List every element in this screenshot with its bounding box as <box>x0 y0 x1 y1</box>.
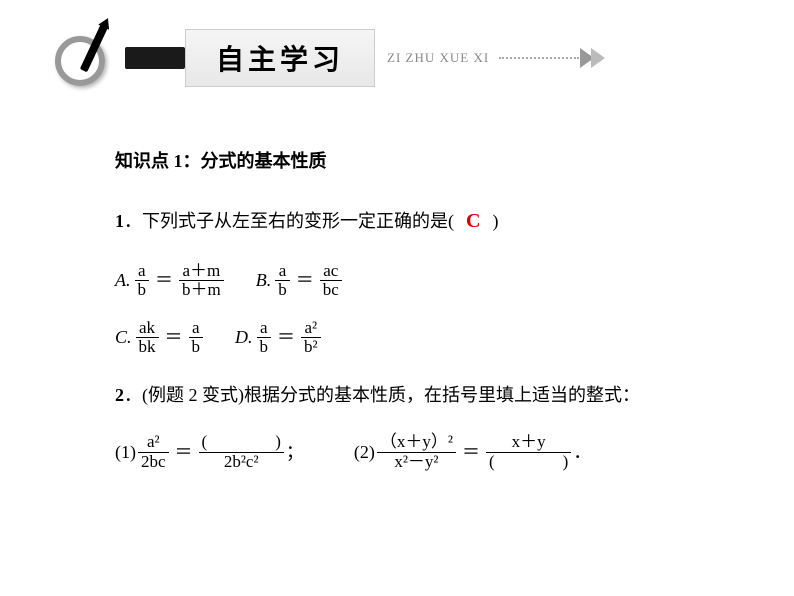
option-b: B. ab ＝ acbc <box>256 259 344 302</box>
opt-c-f1-den: bk <box>136 338 159 357</box>
q2-p1-f1-num: a² <box>138 433 169 453</box>
q1-options-row1: A. ab ＝ a＋mb＋m B. ab ＝ acbc <box>115 259 734 302</box>
q1-close-paren: ) <box>492 200 498 243</box>
q2-p2-tail: ． <box>573 431 591 474</box>
q2-p2-f1-den: x²－y² <box>377 453 456 472</box>
q2-p2-f2-num: x＋y <box>486 433 571 453</box>
option-d-label: D. <box>235 316 253 359</box>
option-a-label: A. <box>115 259 131 302</box>
q1-options-row2: C. akbk ＝ ab D. ab ＝ a²b² <box>115 316 734 359</box>
question-2: 2 ．(例题 2 变式)根据分式的基本性质，在括号里填上适当的整式： <box>115 374 734 417</box>
q2-p2-label: (2) <box>354 431 375 474</box>
opt-a-f1-den: b <box>135 281 150 300</box>
option-b-label: B. <box>256 259 272 302</box>
opt-a-f2-den: b＋m <box>179 281 224 300</box>
q2-parts: (1) a²2bc ＝ ( )2b²c² ； (2) （x＋y）²x²－y² ＝… <box>115 431 734 474</box>
opt-c-f2-num: a <box>189 319 204 339</box>
opt-b-f2-num: ac <box>320 262 342 282</box>
title-bar: 自主学习 ZI ZHU XUE XI <box>125 29 605 87</box>
option-c: C. akbk ＝ ab <box>115 316 205 359</box>
q2-p1-tail: ； <box>286 431 304 474</box>
opt-d-f2-num: a² <box>301 319 321 339</box>
q1-answer: C <box>466 197 480 245</box>
knowledge-point-title: 知识点 1：分式的基本性质 <box>115 140 734 183</box>
opt-b-f1-den: b <box>275 281 290 300</box>
opt-b-f2-den: bc <box>320 281 342 300</box>
opt-d-f2-den: b² <box>301 338 321 357</box>
content-area: 知识点 1：分式的基本性质 1 ．下列式子从左至右的变形一定正确的是( C ) … <box>115 140 734 474</box>
q2-p1-f1-den: 2bc <box>138 453 169 472</box>
opt-c-f1-num: ak <box>136 319 159 339</box>
q2-part2: (2) （x＋y）²x²－y² ＝ x＋y( ) ． <box>354 431 591 474</box>
q2-p1-f2-den: 2b²c² <box>199 453 284 472</box>
opt-c-f2-den: b <box>189 338 204 357</box>
q2-part1: (1) a²2bc ＝ ( )2b²c² ； <box>115 431 304 474</box>
section-header-pinyin: ZI ZHU XUE XI <box>387 50 489 66</box>
q2-number: 2 <box>115 374 124 417</box>
option-d: D. ab ＝ a²b² <box>235 316 323 359</box>
q1-number: 1 <box>115 200 124 243</box>
opt-b-f1-num: a <box>275 262 290 282</box>
option-a: A. ab ＝ a＋mb＋m <box>115 259 226 302</box>
section-header-title: 自主学习 <box>185 29 375 87</box>
option-c-label: C. <box>115 316 132 359</box>
q2-text: ．(例题 2 变式)根据分式的基本性质，在括号里填上适当的整式： <box>124 374 640 417</box>
header-banner: 自主学习 ZI ZHU XUE XI <box>55 28 605 88</box>
pencil-circle-icon <box>55 28 115 88</box>
arrow-decoration <box>499 48 605 68</box>
opt-a-f1-num: a <box>135 262 150 282</box>
q2-p2-f2-den: ( ) <box>486 453 571 472</box>
opt-a-f2-num: a＋m <box>179 262 224 282</box>
q2-p2-f1-num: （x＋y）² <box>377 433 456 453</box>
q1-text: ．下列式子从左至右的变形一定正确的是( <box>124 200 454 243</box>
opt-d-f1-num: a <box>257 319 272 339</box>
opt-d-f1-den: b <box>257 338 272 357</box>
question-1: 1 ．下列式子从左至右的变形一定正确的是( C ) <box>115 197 734 245</box>
q2-p1-f2-num: ( ) <box>199 433 284 453</box>
q2-p1-label: (1) <box>115 431 136 474</box>
